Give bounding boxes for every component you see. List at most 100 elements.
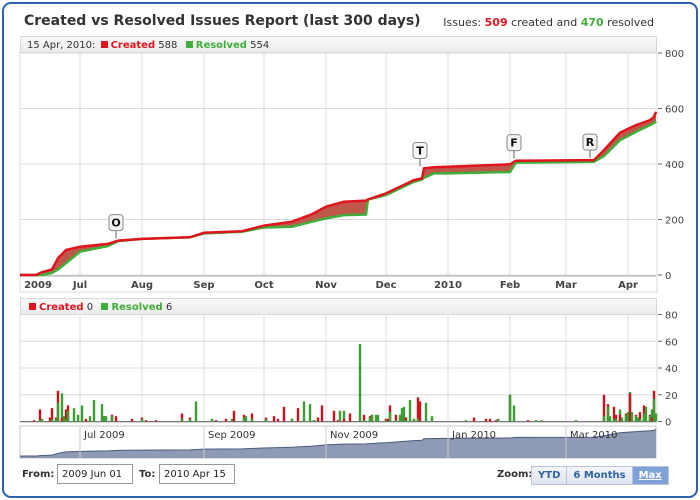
resolved-bar (512, 405, 516, 422)
y-tick-label: 0 (665, 271, 671, 282)
resolved-bar (338, 410, 342, 422)
resolved-bar (302, 401, 306, 422)
resolved-bar (644, 406, 648, 422)
resolved-bar (508, 394, 512, 422)
resolved-bar (540, 420, 544, 422)
resolved-bar (88, 416, 92, 422)
resolved-bar (312, 420, 316, 422)
resolved-bar (50, 418, 54, 422)
resolved-bar (534, 420, 538, 422)
to-label: To: (139, 469, 156, 480)
created-bar (404, 417, 408, 422)
created-bar (394, 414, 398, 422)
created-bar (224, 418, 228, 422)
resolved-bar (404, 420, 408, 422)
resolved-bar (66, 410, 70, 422)
resolved-bar (416, 418, 420, 422)
resolved-bar (40, 418, 44, 422)
legend-resolved[interactable]: Resolved (195, 40, 247, 51)
resolved-count: 470 (580, 16, 604, 29)
legend-created[interactable]: Created (110, 40, 156, 51)
navigator-label: Mar 2010 (570, 430, 618, 441)
resolved-bar (290, 418, 294, 422)
resolved-bar (574, 420, 578, 422)
created-bar (618, 414, 622, 422)
created-bar (638, 412, 642, 422)
resolved-bar (412, 418, 416, 422)
resolved-bar (72, 408, 76, 422)
x-tick-label: Apr (618, 280, 638, 291)
resolved-bar (76, 414, 80, 422)
resolved-bar (244, 416, 248, 422)
x-tick-label: Dec (375, 280, 396, 291)
resolved-bar (374, 414, 378, 422)
resolved-bar (56, 402, 60, 422)
top-legend: 15 Apr, 2010: Created 588 Resolved 554 (20, 36, 657, 53)
resolved-bar (384, 420, 388, 422)
created-bar (48, 417, 52, 422)
created-bar (250, 413, 254, 422)
flag-marker (108, 214, 124, 232)
created-bar (416, 397, 420, 422)
from-label: From: (22, 469, 55, 480)
resolved-bar (398, 414, 402, 422)
created-bar (282, 406, 286, 422)
y-tick-label: 40 (665, 364, 678, 375)
created-bar (472, 417, 476, 422)
navigator-label: Jan 2010 (451, 430, 496, 441)
resolved-bar (642, 413, 646, 422)
resolved-bar (242, 417, 246, 422)
bottom-legend: Created 0 Resolved 6 (20, 298, 657, 315)
resolved-swatch-icon (185, 41, 193, 48)
navigator-line (20, 428, 657, 457)
resolved-bar (376, 414, 380, 422)
zoom-ytd-button[interactable]: YTD (532, 467, 568, 484)
created-bar (612, 406, 616, 422)
flag-marker (582, 133, 598, 151)
navigator-label: Jul 2009 (83, 430, 125, 441)
flag-label: T (416, 144, 424, 157)
resolved-bar (362, 420, 366, 422)
resolved-bar (110, 416, 114, 422)
created-bar (320, 405, 324, 422)
created-bar (614, 414, 618, 422)
created-swatch-icon (100, 41, 108, 48)
resolved-bar (430, 416, 434, 422)
to-date-input[interactable]: 2010 Apr 15 (159, 464, 235, 484)
created-bar (130, 418, 134, 422)
chart-svg: 2009 Jul Aug Sep Oct Nov Dec 2010 Feb Mar Apr02004… (19, 49, 684, 459)
resolved-bar (80, 405, 84, 422)
y-tick-label: 200 (665, 216, 684, 227)
resolved-bar (650, 409, 654, 422)
created-line (20, 111, 658, 277)
resolved-bar (424, 402, 428, 422)
created-bar (50, 408, 54, 422)
from-date-input[interactable]: 2009 Jun 01 (57, 464, 133, 484)
x-tick-label: Oct (254, 280, 273, 291)
x-tick-label: Feb (500, 280, 520, 291)
resolved-bar (602, 416, 606, 422)
resolved-value: 6 (165, 302, 173, 313)
created-bar (84, 418, 88, 422)
x-tick-label: 2009 (24, 280, 52, 291)
resolved-bar (358, 343, 362, 422)
resolved-bar (648, 416, 652, 422)
flag-marker (412, 141, 428, 159)
resolved-bar (638, 418, 642, 422)
resolved-bar (630, 412, 634, 422)
zoom-6-months-button[interactable]: 6 Months (567, 467, 633, 484)
navigator-label: Nov 2009 (330, 430, 378, 441)
y-tick-label: 60 (665, 337, 678, 348)
legend-resolved[interactable]: Resolved (111, 302, 163, 313)
flag-marker (506, 134, 522, 152)
created-bar (332, 410, 336, 422)
zoom-max-button[interactable]: Max (632, 467, 668, 484)
created-bar (494, 420, 498, 422)
report-title: Created vs Resolved Issues Report (last … (24, 13, 421, 29)
resolved-bar (370, 414, 374, 422)
resolved-bar (624, 414, 628, 422)
legend-created[interactable]: Created (39, 302, 84, 313)
created-bar (60, 417, 64, 422)
resolved-bar (654, 413, 658, 422)
